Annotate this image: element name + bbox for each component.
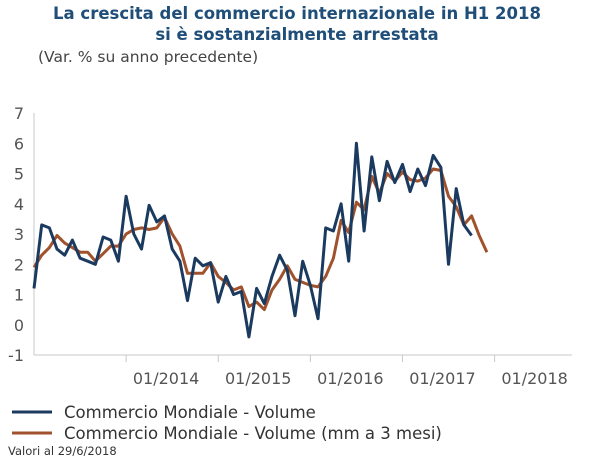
x-tick-label: 01/2018 (501, 369, 567, 388)
y-tick-label: 4 (14, 195, 24, 214)
series-line-volume (32, 141, 473, 339)
x-tick-label: 01/2014 (133, 369, 199, 388)
y-tick-label: -1 (8, 346, 24, 365)
y-tick-label: 1 (14, 286, 24, 305)
legend-label-volume: Commercio Mondiale - Volume (64, 403, 316, 422)
series-line-mm3 (32, 167, 489, 312)
legend: Commercio Mondiale - Volume Commercio Mo… (12, 403, 442, 443)
y-tick-label: 6 (14, 134, 24, 153)
x-tick-label: 01/2015 (225, 369, 291, 388)
x-tick-label: 01/2016 (317, 369, 383, 388)
chart-title-line-2: si è sostanzialmente arrestata (155, 25, 438, 44)
chart-title-line-1: La crescita del commercio internazionale… (53, 4, 541, 23)
y-tick-label: 5 (14, 165, 24, 184)
legend-label-mm3: Commercio Mondiale - Volume (mm a 3 mesi… (64, 424, 442, 443)
y-axis-ticks: -1 0 1 2 3 4 5 6 7 (8, 104, 24, 365)
x-axis-ticks: 01/2014 01/2015 01/2016 01/2017 01/2018 (125, 355, 568, 388)
y-tick-label: 2 (14, 255, 24, 274)
y-tick-label: 7 (14, 104, 24, 123)
y-tick-label: 3 (14, 225, 24, 244)
y-tick-label: 0 (14, 316, 24, 335)
source-note: Valori al 29/6/2018 (8, 444, 117, 458)
chart-subtitle: (Var. % su anno precedente) (38, 48, 258, 66)
series-layer (32, 141, 489, 339)
x-tick-label: 01/2017 (409, 369, 475, 388)
